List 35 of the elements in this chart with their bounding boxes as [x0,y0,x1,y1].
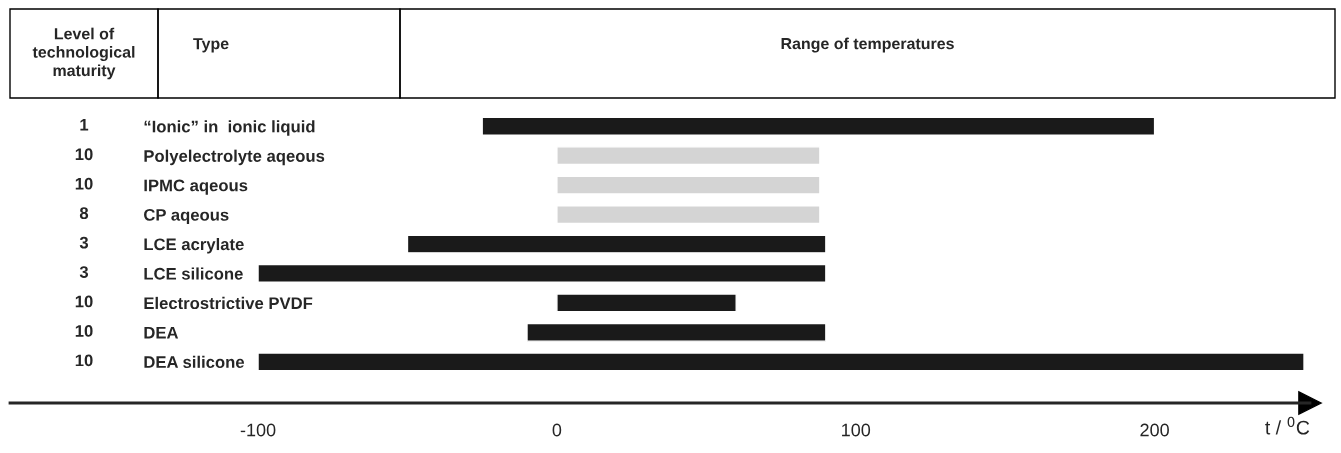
text: Range of temperatures [781,37,954,53]
bar [556,293,737,313]
text: Type [193,38,229,53]
y-tick-label: DEA silicone [144,355,245,368]
y-tick-label: IPMC aqeous [144,179,248,195]
y-tick-label: DEA [144,326,179,339]
y-tick-label: Polyelectrolyte aqeous [144,149,325,166]
annotation: 3 [79,236,89,249]
x-axis-title: t / $^{0}$C [1265,416,1310,435]
annotation: 1 [80,119,89,131]
y-tick-label: CP aqeous [144,208,229,225]
annotation: 10 [75,177,93,190]
bar [481,116,1156,136]
x-tick-label: 0 [552,423,562,437]
annotation: 10 [75,325,93,337]
annotation: 10 [75,354,93,367]
y-tick-label: LCE acrylate [144,237,244,254]
annotation: 10 [75,148,93,161]
y-tick-label: LCE silicone [144,267,243,280]
bar [556,146,821,166]
annotation: 10 [75,295,93,308]
bar [556,205,821,225]
x-tick-label: -100 [240,423,276,437]
x-tick-label: 200 [1140,423,1169,437]
bar [556,175,821,195]
y-tick-label: “Ionic” in ionic liquid [144,120,315,136]
x-tick-label: 100 [842,423,871,437]
bar [526,322,827,342]
annotation: 3 [79,266,89,278]
annotation: 8 [79,207,89,220]
bar [257,352,1305,372]
bar [257,263,827,283]
text: Level of technological maturity [32,27,135,80]
y-tick-label: Electrostrictive PVDF [144,296,313,310]
bar [406,234,827,254]
